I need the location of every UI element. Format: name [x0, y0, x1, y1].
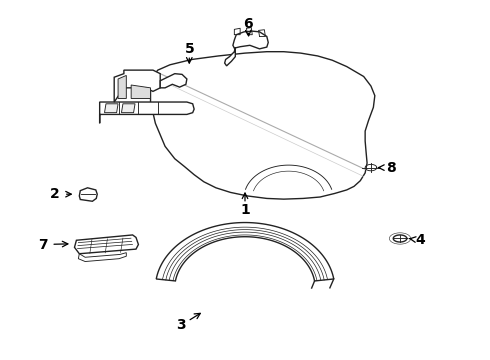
- Polygon shape: [99, 102, 194, 123]
- Polygon shape: [74, 235, 138, 254]
- Polygon shape: [233, 31, 268, 49]
- Polygon shape: [79, 188, 97, 201]
- Polygon shape: [131, 85, 150, 99]
- Text: 7: 7: [38, 238, 48, 252]
- Text: 3: 3: [176, 318, 186, 332]
- Polygon shape: [150, 52, 375, 199]
- Text: 6: 6: [243, 17, 253, 31]
- Text: 1: 1: [240, 203, 250, 217]
- Polygon shape: [118, 76, 126, 99]
- Text: 5: 5: [184, 42, 194, 56]
- Polygon shape: [78, 253, 126, 261]
- Polygon shape: [122, 104, 135, 113]
- Polygon shape: [160, 74, 187, 88]
- Polygon shape: [224, 47, 235, 66]
- Polygon shape: [114, 70, 160, 102]
- Text: 2: 2: [50, 187, 60, 201]
- Polygon shape: [104, 104, 118, 113]
- Text: 4: 4: [416, 233, 425, 247]
- Text: 8: 8: [387, 161, 396, 175]
- Polygon shape: [156, 222, 334, 281]
